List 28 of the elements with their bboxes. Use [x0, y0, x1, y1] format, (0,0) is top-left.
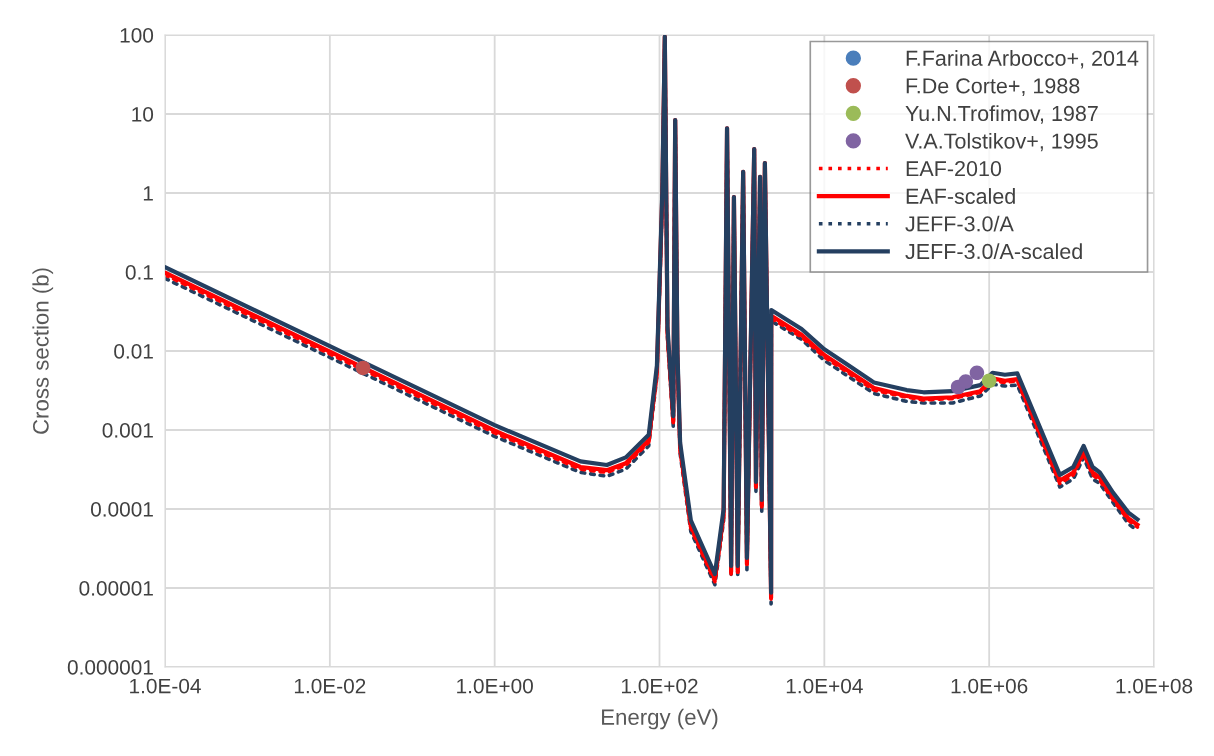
- y-tick-label: 0.001: [102, 423, 153, 438]
- x-tick-label: 1.0E+00: [457, 678, 533, 694]
- legend-label: F.De Corte+, 1988: [906, 78, 1080, 97]
- x-tick-label: 1.0E+04: [786, 678, 863, 694]
- x-tick-label: 1.0E-04: [130, 678, 201, 694]
- legend-label: Yu.N.Trofimov, 1987: [905, 105, 1098, 124]
- x-tick-label: 1.0E+08: [1116, 678, 1193, 694]
- x-tick-label: 1.0E+02: [621, 678, 698, 694]
- y-tick-label: 10: [132, 107, 154, 122]
- legend-label: V.A.Tolstikov+, 1995: [905, 132, 1098, 152]
- y-axis-title: Cross section (b): [32, 268, 54, 434]
- legend-label: EAF-scaled: [906, 188, 1015, 204]
- legend-label: EAF-2010: [906, 161, 1002, 177]
- legend-label: F.Farina Arbocco+, 2014: [906, 50, 1139, 69]
- y-tick-label: 0.01: [114, 344, 153, 359]
- y-tick-label: 0.00001: [79, 581, 153, 596]
- point: [969, 365, 985, 381]
- x-axis-title: Energy (eV): [602, 708, 718, 730]
- y-tick-label: 100: [120, 28, 154, 43]
- y-tick-label: 0.1: [125, 265, 153, 280]
- x-tick-label: 1.0E-02: [294, 678, 366, 694]
- y-tick-label: 0.0001: [90, 502, 153, 517]
- y-tick-label: 1: [143, 186, 153, 201]
- legend-label: JEFF-3.0/A: [905, 215, 1014, 232]
- legend-label: JEFF-3.0/A-scaled: [905, 243, 1082, 260]
- y-tick-label: 0.000001: [67, 660, 153, 675]
- point: [958, 374, 974, 389]
- x-tick-label: 1.0E+06: [951, 678, 1028, 694]
